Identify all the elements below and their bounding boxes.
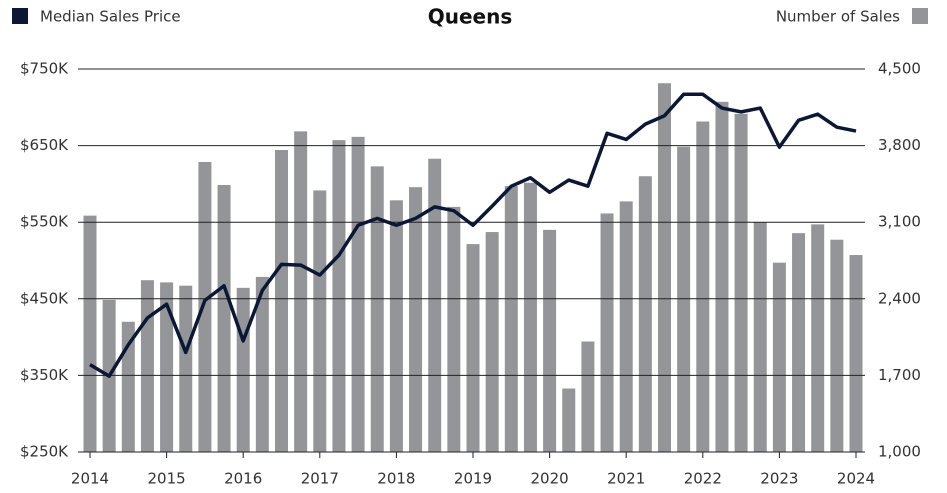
y2-tick-label: 1,000 [878,443,921,461]
y-tick-label: $350K [20,366,69,384]
bar [619,201,633,452]
bar [313,190,327,453]
bar [332,140,346,452]
line [89,92,857,378]
bar [715,101,729,452]
y-tick-label: $250K [20,443,69,461]
bar [160,282,174,452]
bar [275,149,288,452]
bar [753,222,767,452]
bar [409,187,423,452]
legend-label: Median Sales Price [40,8,181,26]
y2-tick-label: 3,800 [878,136,921,154]
bar [811,224,825,452]
bar [696,121,710,453]
x-tick-label: 2019 [454,470,492,488]
legend-swatch [912,8,928,24]
y2-tick-label: 2,400 [878,289,921,307]
bar [523,182,537,452]
y-tick-label: $450K [20,289,69,307]
bar [734,113,748,452]
bar [543,229,557,452]
x-tick-label: 2015 [148,470,186,488]
x-tick-label: 2021 [607,470,645,488]
bar [255,276,269,452]
chart-title: Queens [428,5,513,29]
bar [849,255,863,452]
bar [638,176,652,453]
bar [294,131,308,453]
bar [217,184,231,452]
legend-label: Number of Sales [776,8,900,26]
bar [600,213,614,452]
bar [658,83,671,453]
bar [792,233,806,452]
y-tick-label: $750K [20,60,69,78]
y-tick-label: $550K [20,213,69,231]
bar [83,215,97,452]
bar [772,262,786,452]
bar [370,166,384,453]
bar [677,146,691,453]
x-tick-label: 2020 [531,470,569,488]
bar [351,136,365,453]
bar [562,388,576,452]
bar [581,341,595,452]
bar [830,239,844,452]
x-tick-label: 2024 [837,470,875,488]
y-tick-label: $650K [20,136,69,154]
legend-swatch [12,8,28,24]
bar [140,280,154,452]
y2-tick-label: 3,100 [878,213,921,231]
y2-tick-label: 4,500 [878,60,921,78]
x-tick-label: 2014 [71,470,109,488]
bar [179,285,193,452]
bar [389,200,403,452]
x-tick-label: 2016 [224,470,262,488]
x-tick-label: 2017 [301,470,339,488]
bar [198,162,212,452]
bar [504,186,518,453]
bar [447,206,461,452]
y2-tick-label: 1,700 [878,366,921,384]
bar [485,232,499,452]
x-tick-label: 2018 [377,470,415,488]
bar [466,244,480,452]
bar [236,287,250,452]
x-tick-label: 2023 [760,470,798,488]
bar [428,158,442,452]
x-tick-label: 2022 [684,470,722,488]
bar [121,321,135,452]
